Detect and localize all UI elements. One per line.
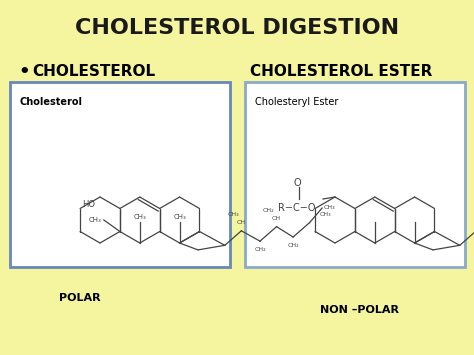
Text: CH₃: CH₃ [319,212,331,217]
Text: CHOLESTEROL DIGESTION: CHOLESTEROL DIGESTION [75,18,399,38]
Text: CHOLESTEROL: CHOLESTEROL [32,65,155,80]
Text: Cholesterol: Cholesterol [20,97,83,107]
Text: CH: CH [237,220,246,225]
Text: CH₃: CH₃ [173,214,186,220]
Text: R−C−O: R−C−O [278,203,316,213]
Text: CH₂: CH₂ [287,242,299,247]
Text: CH₃: CH₃ [228,212,239,217]
Text: HO: HO [82,200,95,209]
Text: Cholesteryl Ester: Cholesteryl Ester [255,97,338,107]
Text: CH: CH [272,216,281,221]
Text: •: • [18,63,29,81]
Bar [245,82,465,267]
Text: CH₃: CH₃ [89,217,102,223]
Text: O: O [293,178,301,188]
Text: POLAR: POLAR [59,293,101,303]
Text: CH₂: CH₂ [263,208,274,213]
Text: CHOLESTEROL ESTER: CHOLESTEROL ESTER [250,65,432,80]
Text: CH₃: CH₃ [324,205,336,210]
Text: CH₂: CH₂ [254,247,266,252]
Bar [10,82,230,267]
Text: CH₃: CH₃ [133,214,146,220]
Text: NON –POLAR: NON –POLAR [320,305,399,315]
